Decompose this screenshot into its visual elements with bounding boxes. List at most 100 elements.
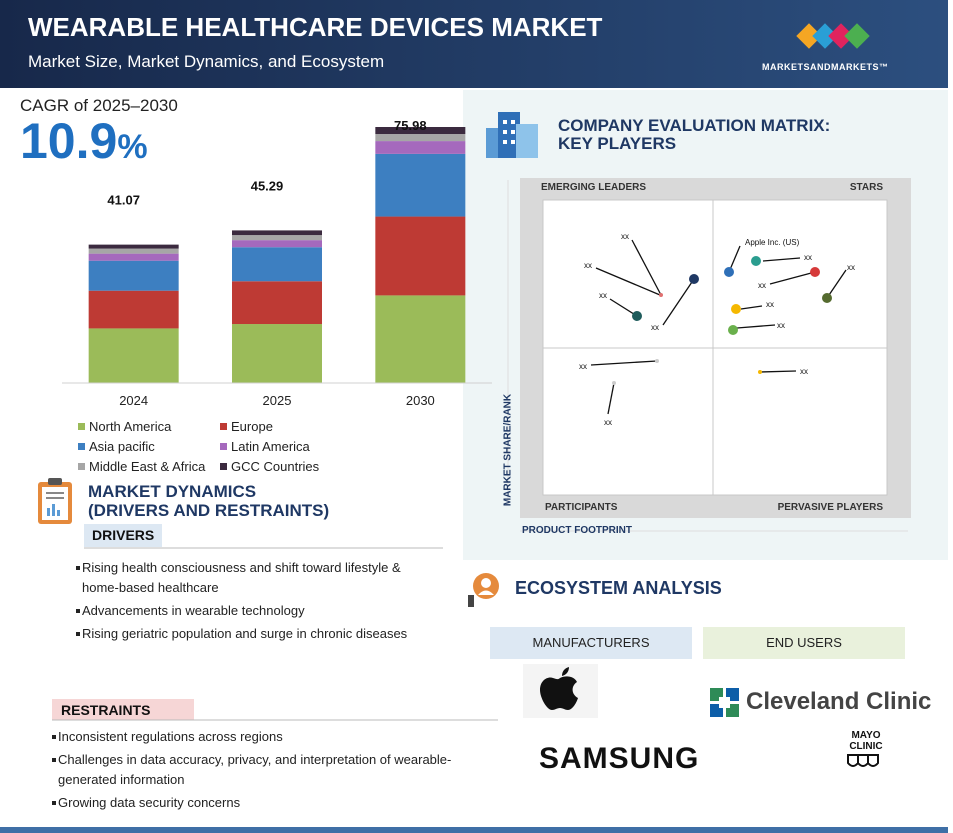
- bar-segment: [88, 260, 179, 291]
- bar-segment: [375, 153, 466, 217]
- bar-segment: [375, 141, 466, 154]
- bar-segment: [232, 235, 322, 241]
- bar-segment: [88, 244, 179, 249]
- point-label: xx: [599, 291, 607, 300]
- matrix-title: COMPANY EVALUATION MATRIX:: [558, 116, 831, 135]
- bar-chart: 41.07 2024 45.29 2025 75.98 2030: [88, 118, 466, 408]
- mayo-shields: [847, 754, 879, 767]
- column-heading: MANUFACTURERS: [532, 635, 650, 650]
- driver-item: Advancements in wearable technology: [76, 601, 442, 621]
- legend-item: Middle East & Africa: [78, 459, 205, 474]
- driver-item: Rising health consciousness and shift to…: [76, 558, 422, 598]
- legend-item: Europe: [220, 419, 273, 434]
- leader-lines: [590, 239, 847, 415]
- legend-swatch: [78, 463, 85, 470]
- matrix-dots: [612, 256, 832, 385]
- bar-segment: [88, 248, 179, 254]
- cagr: 10.9%: [20, 112, 148, 170]
- mayo-logo-text: MAYO: [851, 730, 881, 741]
- y-axis-label: MARKET SHARE/RANK: [502, 393, 514, 507]
- point-label: xx: [579, 362, 587, 371]
- point-label: xx: [800, 367, 808, 376]
- logo-diamonds: [796, 23, 870, 49]
- mayo-logo-text: CLINIC: [849, 741, 883, 752]
- legend-swatch: [220, 463, 227, 470]
- point-label: xx: [758, 281, 766, 290]
- cagr-label: CAGR of 2025–2030: [20, 96, 178, 115]
- dynamics-title: MARKET DYNAMICS: [88, 482, 257, 501]
- logo-text: MARKETSANDMARKETS™: [762, 62, 889, 72]
- point-label: xx: [766, 300, 774, 309]
- heading-box: [84, 524, 162, 547]
- legend-label: Latin America: [231, 439, 310, 454]
- point-label: xx: [777, 321, 785, 330]
- x-tick-label: 2030: [406, 393, 435, 408]
- header-band: [0, 0, 948, 88]
- legend-swatch: [78, 443, 85, 450]
- clipboard-icon: [38, 478, 72, 524]
- bar-segment: [375, 134, 466, 142]
- ecosystem-title: ECOSYSTEM ANALYSIS: [515, 578, 722, 598]
- matrix-labels: xx xx xx xx Apple Inc. (US) xx xx xx xx …: [579, 232, 855, 427]
- total-label: 75.98: [394, 118, 427, 133]
- bar-segment: [375, 295, 466, 383]
- legend-item: GCC Countries: [220, 459, 319, 474]
- bar-segment: [88, 328, 179, 383]
- quadrant-label: STARS: [849, 182, 883, 193]
- point-label: xx: [584, 261, 592, 270]
- bar-segment: [232, 324, 322, 383]
- quadrant-label: PERVASIVE PLAYERS: [777, 502, 883, 513]
- x-axis-label: PRODUCT FOOTPRINT: [522, 525, 632, 536]
- legend-item: North America: [78, 419, 171, 434]
- heading-box: [52, 699, 194, 720]
- point-label: xx: [847, 263, 855, 272]
- bar-segment: [232, 240, 322, 248]
- bar-segment: [88, 253, 179, 261]
- bar-segment: [375, 216, 466, 296]
- cleveland-logo: [710, 688, 739, 717]
- legend-label: GCC Countries: [231, 459, 320, 474]
- quadrant-label: EMERGING LEADERS: [541, 182, 647, 193]
- matrix-title: KEY PLAYERS: [558, 134, 677, 153]
- footer-band: [0, 827, 948, 833]
- bar-segment: [232, 247, 322, 282]
- legend-item: Latin America: [220, 439, 310, 454]
- bar-segment: [88, 290, 179, 329]
- subtitle: Market Size, Market Dynamics, and Ecosys…: [28, 52, 385, 71]
- legend-swatch: [78, 423, 85, 430]
- legend-label: Asia pacific: [89, 439, 155, 454]
- legend-swatch: [220, 443, 227, 450]
- point-label: xx: [804, 253, 812, 262]
- point-label: Apple Inc. (US): [745, 238, 800, 247]
- ecosystem-icon: [468, 573, 499, 607]
- apple-logo: [540, 667, 578, 710]
- column-header: [490, 627, 692, 659]
- bar-segment: [375, 127, 466, 135]
- column-heading: END USERS: [766, 635, 842, 650]
- cagr-unit: %: [117, 128, 148, 166]
- legend-item: Asia pacific: [78, 439, 155, 454]
- samsung-logo: SAMSUNG: [539, 742, 700, 775]
- total-label: 41.07: [107, 193, 140, 208]
- legend-label: Europe: [231, 419, 273, 434]
- legend-label: Middle East & Africa: [89, 459, 206, 474]
- restraints-heading: RESTRAINTS: [61, 702, 151, 718]
- legend-swatch: [220, 423, 227, 430]
- restraint-item: Growing data security concerns: [52, 793, 478, 813]
- driver-item: Rising geriatric population and surge in…: [76, 624, 442, 644]
- point-label: xx: [604, 418, 612, 427]
- building-icon: [486, 112, 538, 158]
- column-header: [703, 627, 905, 659]
- bar-segment: [232, 230, 322, 236]
- restraint-item: Challenges in data accuracy, privacy, an…: [52, 750, 478, 790]
- x-tick-label: 2025: [263, 393, 292, 408]
- point-label: xx: [621, 232, 629, 241]
- title: WEARABLE HEALTHCARE DEVICES MARKET: [28, 12, 603, 42]
- quadrant-label: PARTICIPANTS: [545, 502, 618, 513]
- point-label: xx: [651, 323, 659, 332]
- drivers-heading: DRIVERS: [92, 527, 155, 543]
- bar-segment: [232, 281, 322, 325]
- total-label: 45.29: [251, 178, 284, 193]
